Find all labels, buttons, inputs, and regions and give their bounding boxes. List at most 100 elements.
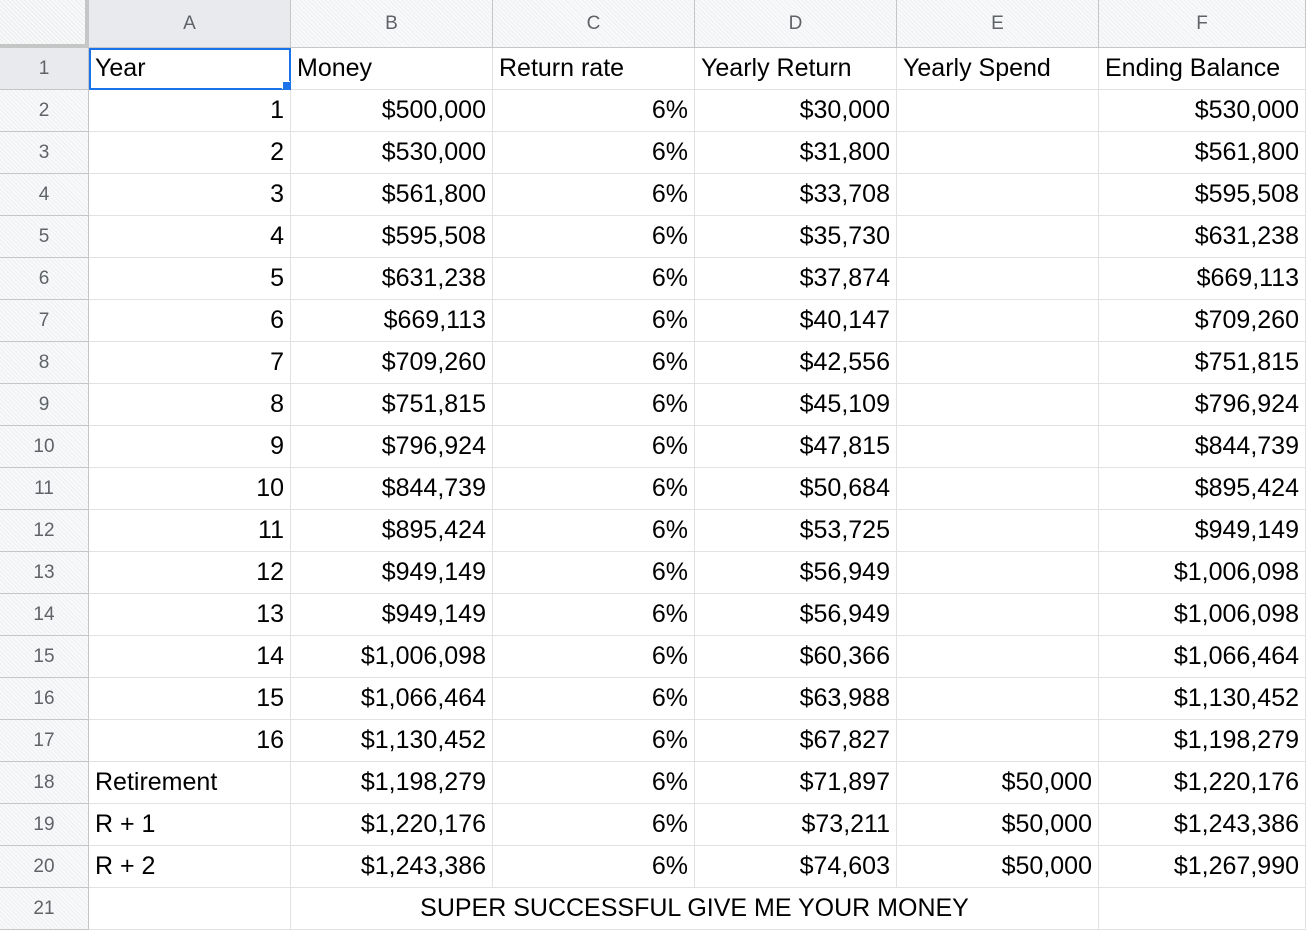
- cell-f14[interactable]: $1,006,098: [1099, 594, 1306, 636]
- cell-a5[interactable]: 4: [89, 216, 291, 258]
- cell-d1[interactable]: Yearly Return: [695, 48, 897, 90]
- row-header-7[interactable]: 7: [0, 300, 89, 342]
- cell-e12[interactable]: [897, 510, 1099, 552]
- cell-f15[interactable]: $1,066,464: [1099, 636, 1306, 678]
- cell-a21[interactable]: [89, 888, 291, 930]
- cell-f5[interactable]: $631,238: [1099, 216, 1306, 258]
- cell-d8[interactable]: $42,556: [695, 342, 897, 384]
- cell-b8[interactable]: $709,260: [291, 342, 493, 384]
- cell-c16[interactable]: 6%: [493, 678, 695, 720]
- fill-handle[interactable]: [282, 81, 290, 89]
- row-header-4[interactable]: 4: [0, 174, 89, 216]
- cell-e16[interactable]: [897, 678, 1099, 720]
- row-header-2[interactable]: 2: [0, 90, 89, 132]
- cell-f11[interactable]: $895,424: [1099, 468, 1306, 510]
- cell-f3[interactable]: $561,800: [1099, 132, 1306, 174]
- cell-a20[interactable]: R + 2: [89, 846, 291, 888]
- cell-b14[interactable]: $949,149: [291, 594, 493, 636]
- column-header-e[interactable]: E: [897, 0, 1099, 48]
- cell-e7[interactable]: [897, 300, 1099, 342]
- cell-d4[interactable]: $33,708: [695, 174, 897, 216]
- row-header-20[interactable]: 20: [0, 846, 89, 888]
- cell-e11[interactable]: [897, 468, 1099, 510]
- cell-b15[interactable]: $1,006,098: [291, 636, 493, 678]
- cell-a17[interactable]: 16: [89, 720, 291, 762]
- cell-d3[interactable]: $31,800: [695, 132, 897, 174]
- cell-a9[interactable]: 8: [89, 384, 291, 426]
- cell-c12[interactable]: 6%: [493, 510, 695, 552]
- cell-e6[interactable]: [897, 258, 1099, 300]
- cell-d6[interactable]: $37,874: [695, 258, 897, 300]
- cell-f10[interactable]: $844,739: [1099, 426, 1306, 468]
- cell-b10[interactable]: $796,924: [291, 426, 493, 468]
- row-header-17[interactable]: 17: [0, 720, 89, 762]
- cell-c10[interactable]: 6%: [493, 426, 695, 468]
- cell-a3[interactable]: 2: [89, 132, 291, 174]
- cell-b12[interactable]: $895,424: [291, 510, 493, 552]
- cell-d19[interactable]: $73,211: [695, 804, 897, 846]
- cell-a7[interactable]: 6: [89, 300, 291, 342]
- cell-f8[interactable]: $751,815: [1099, 342, 1306, 384]
- cell-c1[interactable]: Return rate: [493, 48, 695, 90]
- cell-b1[interactable]: Money: [291, 48, 493, 90]
- cell-c2[interactable]: 6%: [493, 90, 695, 132]
- cell-d5[interactable]: $35,730: [695, 216, 897, 258]
- cell-c18[interactable]: 6%: [493, 762, 695, 804]
- cell-a1[interactable]: Year: [89, 48, 291, 90]
- column-header-a[interactable]: A: [89, 0, 291, 48]
- cell-f17[interactable]: $1,198,279: [1099, 720, 1306, 762]
- row-header-12[interactable]: 12: [0, 510, 89, 552]
- cell-b7[interactable]: $669,113: [291, 300, 493, 342]
- cell-a14[interactable]: 13: [89, 594, 291, 636]
- cell-d9[interactable]: $45,109: [695, 384, 897, 426]
- cell-c4[interactable]: 6%: [493, 174, 695, 216]
- cell-f9[interactable]: $796,924: [1099, 384, 1306, 426]
- row-header-14[interactable]: 14: [0, 594, 89, 636]
- cell-f12[interactable]: $949,149: [1099, 510, 1306, 552]
- column-header-f[interactable]: F: [1099, 0, 1306, 48]
- cell-b4[interactable]: $561,800: [291, 174, 493, 216]
- cell-a19[interactable]: R + 1: [89, 804, 291, 846]
- cell-f18[interactable]: $1,220,176: [1099, 762, 1306, 804]
- cell-d7[interactable]: $40,147: [695, 300, 897, 342]
- cell-e20[interactable]: $50,000: [897, 846, 1099, 888]
- cell-f21[interactable]: [1099, 888, 1306, 930]
- cell-a12[interactable]: 11: [89, 510, 291, 552]
- row-header-5[interactable]: 5: [0, 216, 89, 258]
- cell-c17[interactable]: 6%: [493, 720, 695, 762]
- cell-d15[interactable]: $60,366: [695, 636, 897, 678]
- cell-b6[interactable]: $631,238: [291, 258, 493, 300]
- cell-a6[interactable]: 5: [89, 258, 291, 300]
- cell-e8[interactable]: [897, 342, 1099, 384]
- row-header-8[interactable]: 8: [0, 342, 89, 384]
- cell-d18[interactable]: $71,897: [695, 762, 897, 804]
- cell-a11[interactable]: 10: [89, 468, 291, 510]
- cell-b3[interactable]: $530,000: [291, 132, 493, 174]
- cell-d16[interactable]: $63,988: [695, 678, 897, 720]
- cell-a13[interactable]: 12: [89, 552, 291, 594]
- cell-f7[interactable]: $709,260: [1099, 300, 1306, 342]
- cell-d14[interactable]: $56,949: [695, 594, 897, 636]
- row-header-13[interactable]: 13: [0, 552, 89, 594]
- cell-b13[interactable]: $949,149: [291, 552, 493, 594]
- cell-d10[interactable]: $47,815: [695, 426, 897, 468]
- cell-e13[interactable]: [897, 552, 1099, 594]
- cell-f2[interactable]: $530,000: [1099, 90, 1306, 132]
- cell-e19[interactable]: $50,000: [897, 804, 1099, 846]
- cell-c8[interactable]: 6%: [493, 342, 695, 384]
- cell-f4[interactable]: $595,508: [1099, 174, 1306, 216]
- cell-e1[interactable]: Yearly Spend: [897, 48, 1099, 90]
- cell-c5[interactable]: 6%: [493, 216, 695, 258]
- row-header-18[interactable]: 18: [0, 762, 89, 804]
- cell-f19[interactable]: $1,243,386: [1099, 804, 1306, 846]
- row-header-3[interactable]: 3: [0, 132, 89, 174]
- cell-c6[interactable]: 6%: [493, 258, 695, 300]
- cell-a16[interactable]: 15: [89, 678, 291, 720]
- cell-c11[interactable]: 6%: [493, 468, 695, 510]
- row-header-9[interactable]: 9: [0, 384, 89, 426]
- cell-d11[interactable]: $50,684: [695, 468, 897, 510]
- row-header-16[interactable]: 16: [0, 678, 89, 720]
- cell-e15[interactable]: [897, 636, 1099, 678]
- cell-e3[interactable]: [897, 132, 1099, 174]
- column-header-b[interactable]: B: [291, 0, 493, 48]
